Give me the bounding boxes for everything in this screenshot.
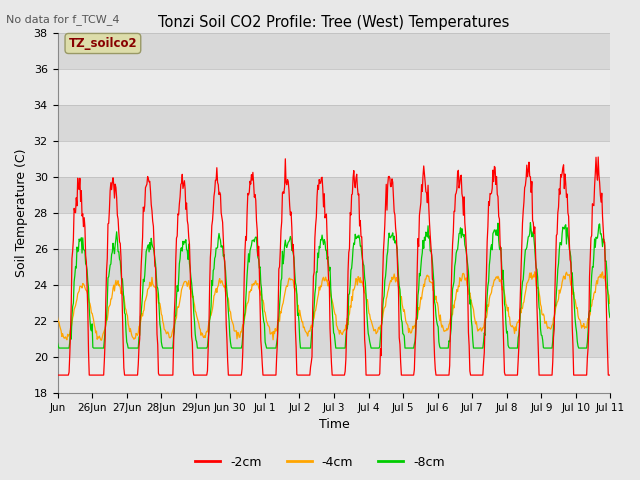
Bar — [58, 33, 611, 69]
Bar — [58, 141, 611, 177]
Bar — [58, 177, 611, 213]
Text: No data for f_TCW_4: No data for f_TCW_4 — [6, 14, 120, 25]
Bar — [58, 213, 611, 249]
Bar — [58, 69, 611, 105]
Bar — [58, 105, 611, 141]
Title: Tonzi Soil CO2 Profile: Tree (West) Temperatures: Tonzi Soil CO2 Profile: Tree (West) Temp… — [158, 15, 509, 30]
Y-axis label: Soil Temperature (C): Soil Temperature (C) — [15, 149, 28, 277]
Bar — [58, 285, 611, 321]
Text: TZ_soilco2: TZ_soilco2 — [68, 37, 137, 50]
X-axis label: Time: Time — [319, 419, 349, 432]
Bar — [58, 321, 611, 357]
Bar — [58, 249, 611, 285]
Legend: -2cm, -4cm, -8cm: -2cm, -4cm, -8cm — [190, 451, 450, 474]
Bar — [58, 357, 611, 393]
